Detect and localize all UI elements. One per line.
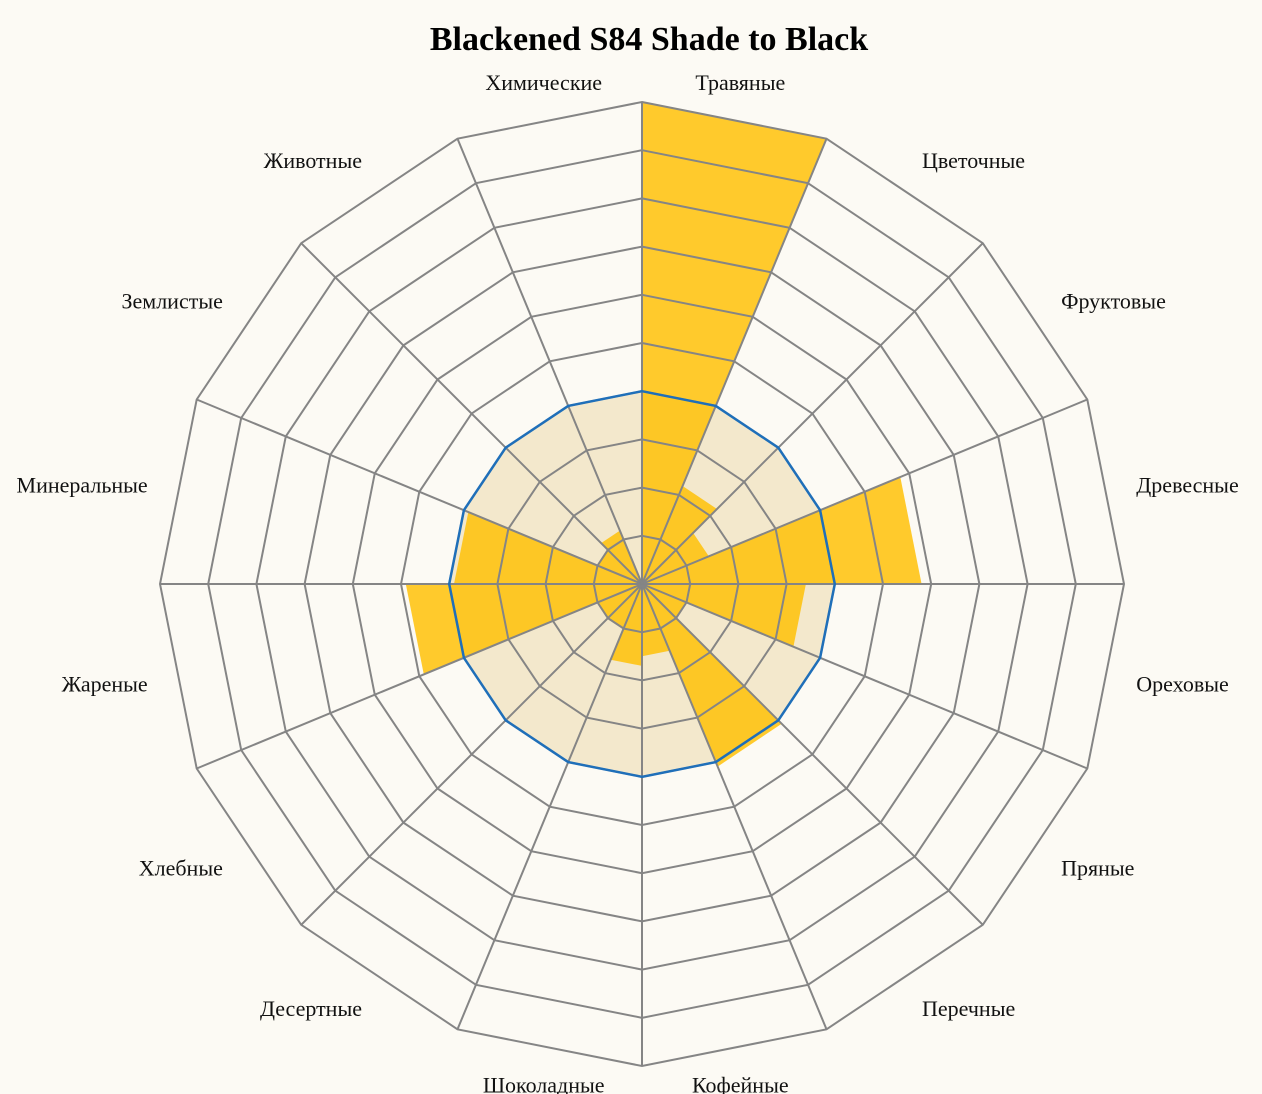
bar-6 [642, 584, 687, 619]
category-label: Минеральные [17, 473, 148, 498]
bar-1 [642, 102, 827, 584]
bar-5 [642, 584, 806, 647]
category-labels: Травяные Цветочные Фруктовые Древесные Орехо… [17, 70, 1239, 1094]
spoke-3 [641, 242, 984, 585]
spoke-7 [641, 583, 984, 926]
bar-14 [597, 549, 642, 584]
category-label: Десертные [260, 996, 362, 1021]
bar-2 [642, 486, 717, 584]
reference-line [447, 389, 837, 779]
category-label: Животные [264, 148, 362, 173]
spoke-10 [456, 583, 643, 1030]
category-label: Химические [485, 70, 602, 95]
bar-10 [607, 584, 642, 629]
bars [405, 102, 922, 767]
category-label: Пряные [1061, 855, 1134, 880]
spoke-2 [641, 138, 828, 585]
bar-4 [642, 477, 922, 584]
category-label: Ореховые [1136, 672, 1228, 697]
spoke-15 [300, 242, 643, 585]
spoke-14 [196, 398, 643, 585]
category-label: Землистые [122, 289, 223, 314]
category-label: Жареные [62, 672, 148, 697]
spoke-6 [641, 583, 1088, 770]
grid [158, 100, 1126, 1068]
category-label: Кофейные [692, 1072, 789, 1094]
category-label: Цветочные [922, 148, 1025, 173]
spoke-8 [641, 583, 828, 1030]
category-label: Шоколадные [483, 1072, 605, 1094]
reference-outline [447, 389, 837, 779]
bar-12 [405, 584, 642, 675]
bar-11 [597, 584, 642, 619]
spoke-4 [641, 398, 1088, 585]
category-label: Фруктовые [1061, 289, 1166, 314]
category-label: Хлебные [139, 855, 223, 880]
spoke-16 [456, 138, 643, 585]
category-label: Перечные [922, 996, 1015, 1021]
spoke-11 [300, 583, 643, 926]
spoke-12 [196, 583, 643, 770]
category-label: Травяные [695, 70, 785, 95]
bar-7 [642, 584, 782, 767]
bar-3 [642, 532, 709, 584]
chart-title: Blackened S84 Shade to Black [430, 21, 868, 58]
bar-15 [601, 530, 642, 584]
category-label: Древесные [1136, 473, 1238, 498]
